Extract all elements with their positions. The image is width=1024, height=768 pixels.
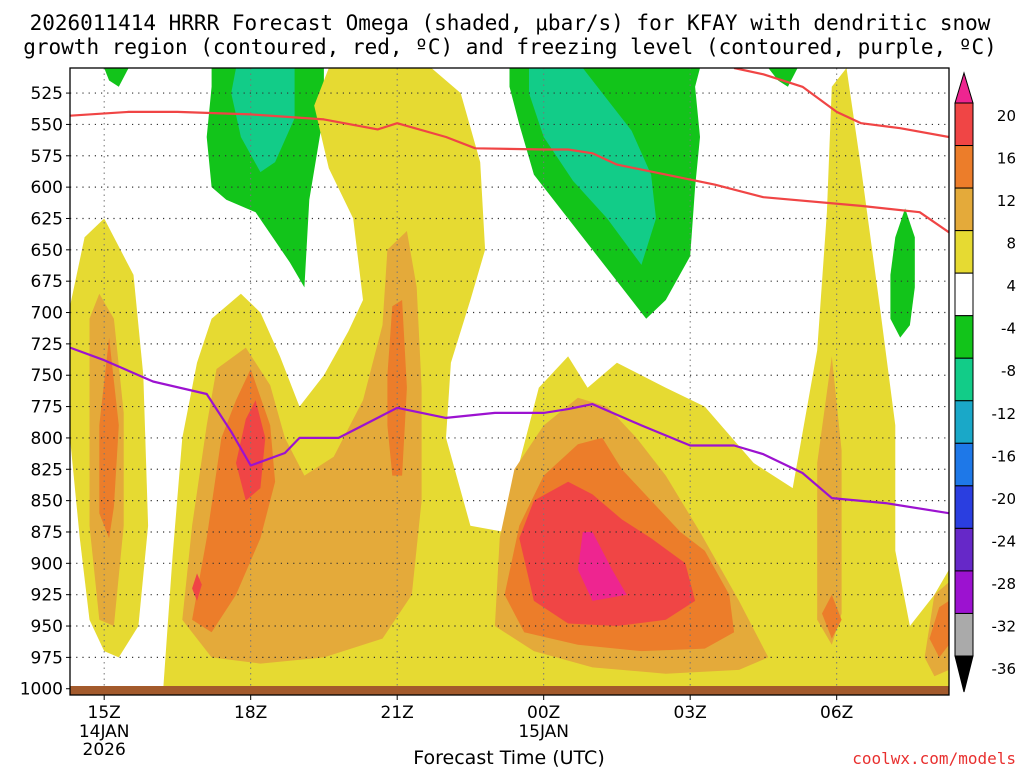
colorbar-label: -24 [992, 532, 1017, 550]
gridlines [70, 68, 949, 695]
colorbar-swatch [954, 527, 974, 572]
omega-region-c8 [890, 208, 915, 338]
colorbar-label: -16 [992, 447, 1017, 465]
colorbar-label: -8 [1001, 362, 1016, 380]
colorbar-label: -4 [1001, 320, 1016, 338]
x-tick-label: 03Z [674, 703, 707, 723]
y-tick-label: 675 [31, 272, 63, 292]
omega-region-w8 [817, 356, 842, 645]
colorbar-label: -20 [992, 490, 1017, 508]
colorbar-label: 12 [997, 192, 1016, 210]
dgz-contour-line [70, 110, 949, 234]
colorbar-label: -32 [992, 617, 1017, 635]
y-axis: 525 550 575 600 625 650 675 700 725 750 775 800 825 8… [20, 84, 70, 700]
colorbar-label: -36 [992, 660, 1017, 678]
y-tick-label: 850 [31, 492, 63, 512]
x-tick-label: 15JAN [518, 722, 569, 742]
y-tick-label: 700 [31, 304, 63, 324]
omega-region-w20 [577, 532, 627, 601]
y-tick-label: 825 [31, 460, 63, 480]
y-tick-label: 1000 [20, 680, 63, 700]
chart-title-line-2: growth region (contoured, red, ºC) and f… [23, 35, 997, 59]
y-tick-label: 875 [31, 523, 63, 543]
ground-surface [70, 686, 949, 695]
y-tick-label: 625 [31, 209, 63, 229]
x-tick-label: 2026 [83, 740, 126, 760]
y-tick-label: 775 [31, 398, 63, 418]
x-tick-label: 18Z [234, 703, 267, 723]
colorbar-swatch [954, 357, 974, 402]
omega-region-w16 [519, 481, 696, 626]
y-tick-label: 925 [31, 586, 63, 606]
plot-frame [69, 67, 950, 696]
colorbar-swatch [954, 272, 974, 317]
omega-region-c12 [529, 68, 656, 265]
y-tick-label: 975 [31, 648, 63, 668]
y-tick-label: 725 [31, 335, 63, 355]
y-tick-label: 650 [31, 241, 63, 261]
omega-region-w12 [929, 600, 949, 658]
omega-region-w12 [822, 594, 842, 639]
y-tick-label: 950 [31, 617, 63, 637]
y-tick-label: 600 [31, 178, 63, 198]
colorbar-swatch [954, 442, 974, 487]
y-tick-label: 800 [31, 429, 63, 449]
colorbar-swatch [954, 570, 974, 614]
colorbar-bottom-arrow [954, 655, 974, 693]
credit-text: coolwx.com/models [852, 749, 1016, 768]
x-tick-label: 14JAN [79, 722, 130, 742]
y-tick-label: 750 [31, 366, 63, 386]
colorbar-swatch [954, 145, 974, 189]
omega-region-w16 [192, 573, 202, 601]
colorbar-swatch [954, 612, 974, 657]
x-tick-label: 06Z [820, 703, 853, 723]
colorbar-label: -28 [992, 575, 1017, 593]
colorbar-label: -12 [992, 405, 1017, 423]
colorbar-label: 8 [1006, 235, 1016, 253]
y-tick-label: 575 [31, 147, 63, 167]
omega-region-w16 [236, 400, 266, 501]
colorbar-label: 20 [997, 107, 1016, 125]
colorbar-swatch [954, 230, 974, 274]
colorbar-swatch [954, 315, 974, 359]
x-tick-label: 21Z [381, 703, 414, 723]
omega-shading-layer [70, 68, 949, 695]
contour-lines-layer [70, 68, 949, 515]
colorbar-swatch [954, 485, 974, 529]
y-tick-label: 550 [31, 115, 63, 135]
omega-region-c12 [231, 68, 295, 173]
chart-title-line-1: 2026011414 HRRR Forecast Omega (shaded, … [30, 11, 991, 35]
colorbar-swatch [954, 400, 974, 444]
colorbar: 20 16 12 8 4 -4 -8 -12 -16 -20 -24 -28 -32 -36 [954, 71, 1017, 693]
dgz-contour-line [733, 68, 949, 139]
y-tick-label: 525 [31, 84, 63, 104]
colorbar-swatch [954, 102, 974, 147]
colorbar-label: 4 [1006, 277, 1016, 295]
x-tick-label: 15Z [88, 703, 121, 723]
x-tick-label: 00Z [527, 703, 560, 723]
colorbar-swatch [954, 187, 974, 232]
omega-region-c8 [206, 68, 324, 288]
omega-region-c8 [104, 68, 129, 87]
colorbar-label: 16 [997, 150, 1016, 168]
x-axis-label: Forecast Time (UTC) [413, 747, 604, 768]
freezing-level-line [70, 346, 949, 515]
y-tick-label: 900 [31, 554, 63, 574]
